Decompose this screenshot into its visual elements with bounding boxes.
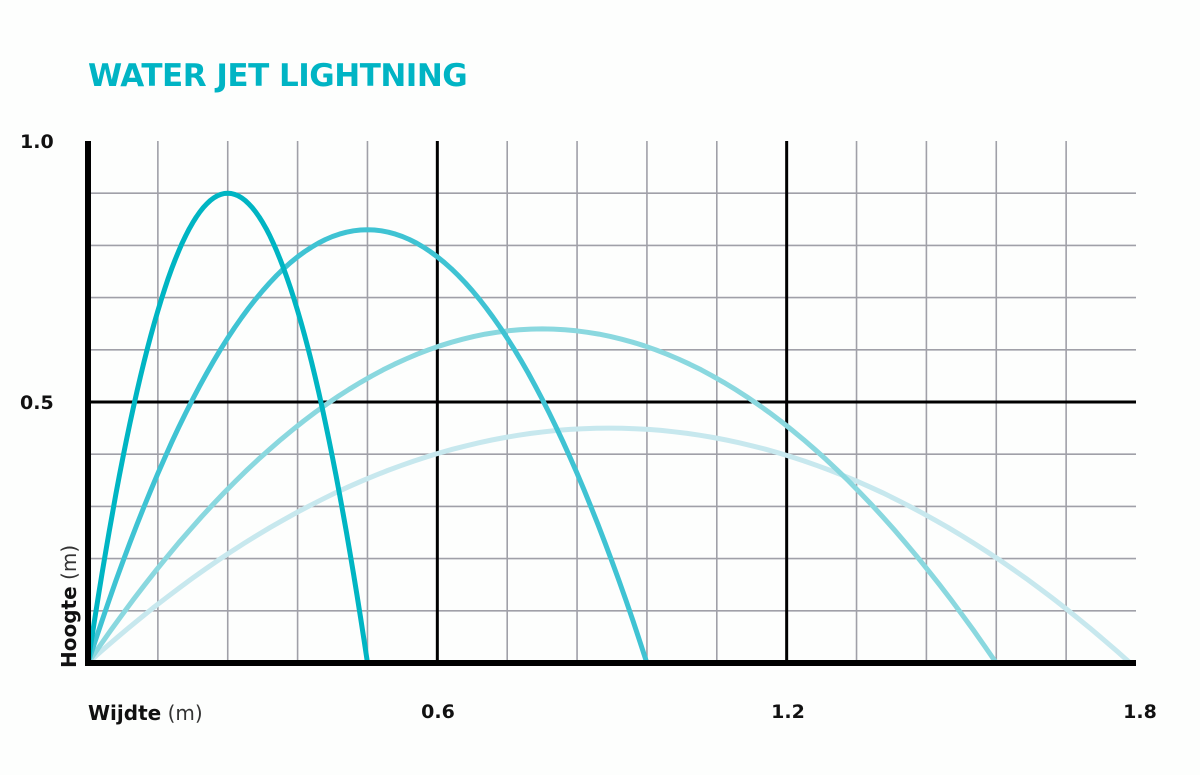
trajectory-curve-2 — [85, 227, 650, 664]
trajectory-curve-1 — [85, 190, 370, 664]
x-tick-1-8: 1.8 — [1123, 701, 1157, 723]
x-axis-label: Wijdte (m) — [88, 701, 203, 725]
axes-lines — [85, 141, 1136, 666]
x-tick-0-6: 0.6 — [421, 701, 455, 723]
x-axis-unit: (m) — [167, 701, 203, 725]
major-grid-lines — [88, 141, 1136, 663]
trajectory-curves — [85, 190, 1132, 665]
y-tick-0-5: 0.5 — [20, 392, 54, 414]
x-axis-label-text: Wijdte — [88, 701, 162, 725]
x-tick-1-2: 1.2 — [771, 701, 805, 723]
trajectory-curve-3 — [85, 326, 999, 665]
trajectory-curve-4 — [86, 425, 1132, 665]
y-tick-1-0: 1.0 — [20, 131, 54, 153]
chart-title: WATER JET LIGHTNING — [88, 58, 468, 94]
